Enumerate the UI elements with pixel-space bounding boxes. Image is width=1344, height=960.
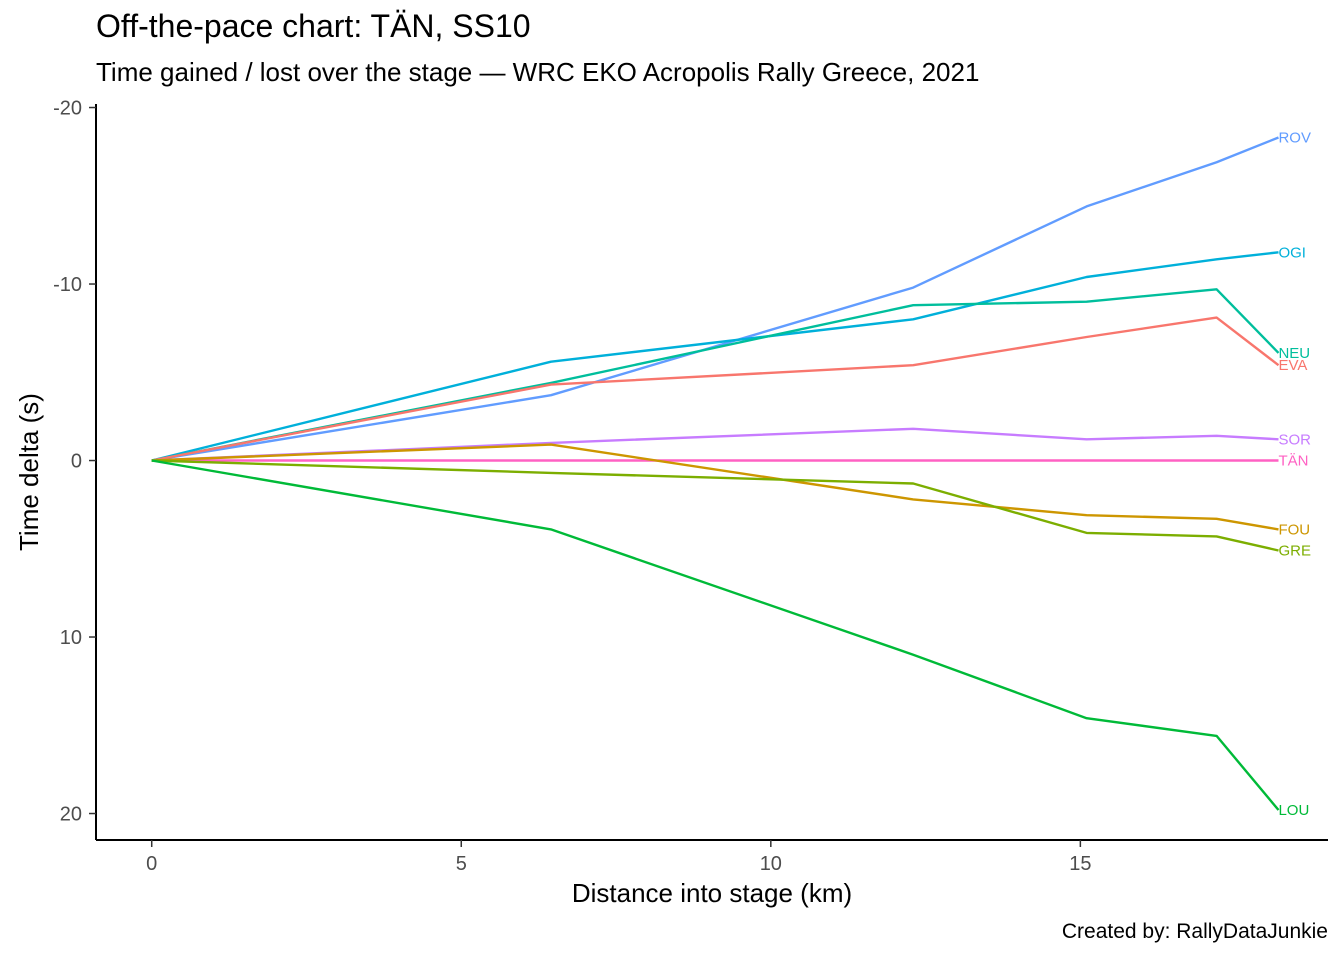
- series-label-lou: LOU: [1278, 802, 1309, 819]
- series-line-ogi: [151, 251, 1279, 462]
- x-tick-label: 0: [146, 853, 157, 875]
- series-label-rov: ROV: [1278, 130, 1311, 147]
- series-line-eva: [151, 316, 1280, 462]
- tick-group: 0 5 10 15 -20 -10 0 10 20: [53, 98, 1091, 875]
- chart-caption: Created by: RallyDataJunkie: [1061, 920, 1328, 943]
- y-tick-label: 20: [60, 804, 82, 826]
- series-line-rov: [151, 136, 1279, 462]
- x-tick-label: 15: [1069, 853, 1091, 875]
- y-tick-label: -20: [53, 98, 82, 120]
- axes: [95, 104, 1328, 841]
- y-tick-label: 0: [71, 451, 82, 473]
- series-line-neu: [151, 288, 1280, 462]
- series-lines: [151, 136, 1280, 811]
- series-label-tän: TÄN: [1278, 453, 1308, 470]
- series-line-fou: [151, 443, 1279, 531]
- x-axis-title: Distance into stage (km): [572, 878, 852, 908]
- series-label-gre: GRE: [1278, 543, 1311, 560]
- chart-title: Off-the-pace chart: TÄN, SS10: [96, 8, 531, 44]
- series-line-sor: [151, 427, 1279, 462]
- chart-subtitle: Time gained / lost over the stage — WRC …: [96, 57, 980, 87]
- y-tick-label: -10: [53, 274, 82, 296]
- series-label-eva: EVA: [1278, 357, 1307, 374]
- series-label-ogi: OGI: [1278, 244, 1306, 261]
- series-line-gre: [151, 459, 1279, 552]
- x-tick-label: 5: [456, 853, 467, 875]
- y-tick-label: 10: [60, 627, 82, 649]
- y-axis-title: Time delta (s): [14, 393, 44, 551]
- series-line-lou: [151, 459, 1280, 811]
- series-label-neu: NEU: [1278, 345, 1310, 362]
- series-label-sor: SOR: [1278, 431, 1311, 448]
- series-label-fou: FOU: [1278, 521, 1310, 538]
- x-tick-label: 10: [760, 853, 782, 875]
